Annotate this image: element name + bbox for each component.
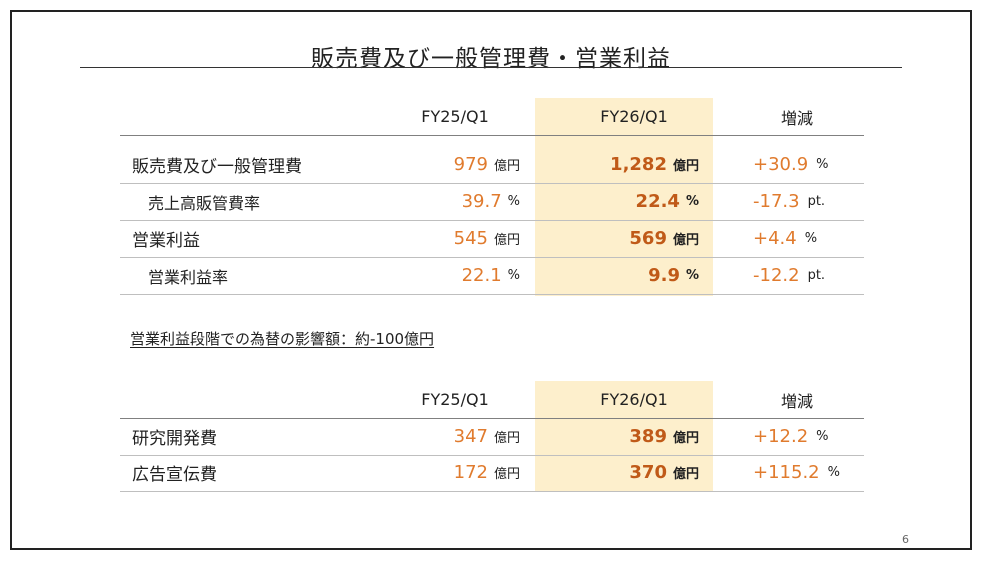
table-header-row: FY25/Q1 FY26/Q1 増減	[120, 381, 864, 419]
title-divider	[80, 67, 902, 68]
change-value: +4.4%	[753, 228, 818, 249]
fy26-value: 1,282 億円	[610, 154, 699, 175]
column-header-change: 増減	[780, 108, 813, 128]
row-label: 営業利益率	[148, 267, 229, 287]
fy26-value: 389 億円	[629, 426, 699, 447]
table-row: 営業利益 545 億円 569 億円 +4.4%	[120, 220, 864, 258]
fy25-value: 347 億円	[453, 426, 520, 447]
change-value: +115.2%	[753, 462, 840, 483]
table-row: 広告宣伝費 172 億円 370 億円 +115.2%	[120, 454, 864, 492]
column-header-fy26: FY26/Q1	[600, 107, 668, 126]
row-label: 販売費及び一般管理費	[132, 157, 302, 177]
table-row: 販売費及び一般管理費 979 億円 1,282 億円 +30.9%	[120, 146, 864, 184]
slide: 販売費及び一般管理費・営業利益 FY25/Q1 FY26/Q1 増減 販売費及び…	[10, 10, 972, 550]
fx-impact-note: 営業利益段階での為替の影響額：約-100億円	[130, 330, 435, 348]
row-label: 広告宣伝費	[132, 465, 217, 485]
table2-highlight-column	[535, 381, 713, 491]
row-label: 研究開発費	[132, 429, 217, 449]
change-value: +12.2%	[753, 426, 829, 447]
row-label: 売上高販管費率	[148, 193, 261, 213]
column-header-change: 増減	[780, 391, 813, 411]
change-value: +30.9%	[753, 154, 829, 175]
change-value: -12.2 pt.	[753, 265, 826, 286]
table-header-row: FY25/Q1 FY26/Q1 増減	[120, 98, 864, 136]
fy26-value: 22.4%	[635, 191, 699, 212]
fy25-value: 22.1%	[461, 265, 520, 286]
fy26-value: 9.9%	[648, 265, 699, 286]
column-header-fy25: FY25/Q1	[421, 390, 489, 409]
column-header-fy25: FY25/Q1	[421, 107, 489, 126]
table-row: 売上高販管費率 39.7% 22.4% -17.3 pt.	[120, 183, 864, 221]
fy25-value: 39.7%	[461, 191, 520, 212]
fy25-value: 172 億円	[453, 462, 520, 483]
fy25-value: 979 億円	[453, 154, 520, 175]
table-row: 研究開発費 347 億円 389 億円 +12.2%	[120, 418, 864, 456]
fy26-value: 569 億円	[629, 228, 699, 249]
row-label: 営業利益	[132, 231, 200, 251]
fy25-value: 545 億円	[453, 228, 520, 249]
table-row: 営業利益率 22.1% 9.9% -12.2 pt.	[120, 257, 864, 295]
column-header-fy26: FY26/Q1	[600, 390, 668, 409]
fy26-value: 370 億円	[629, 462, 699, 483]
change-value: -17.3 pt.	[753, 191, 826, 212]
table1-highlight-column	[535, 98, 713, 296]
page-number: 6	[902, 533, 909, 546]
